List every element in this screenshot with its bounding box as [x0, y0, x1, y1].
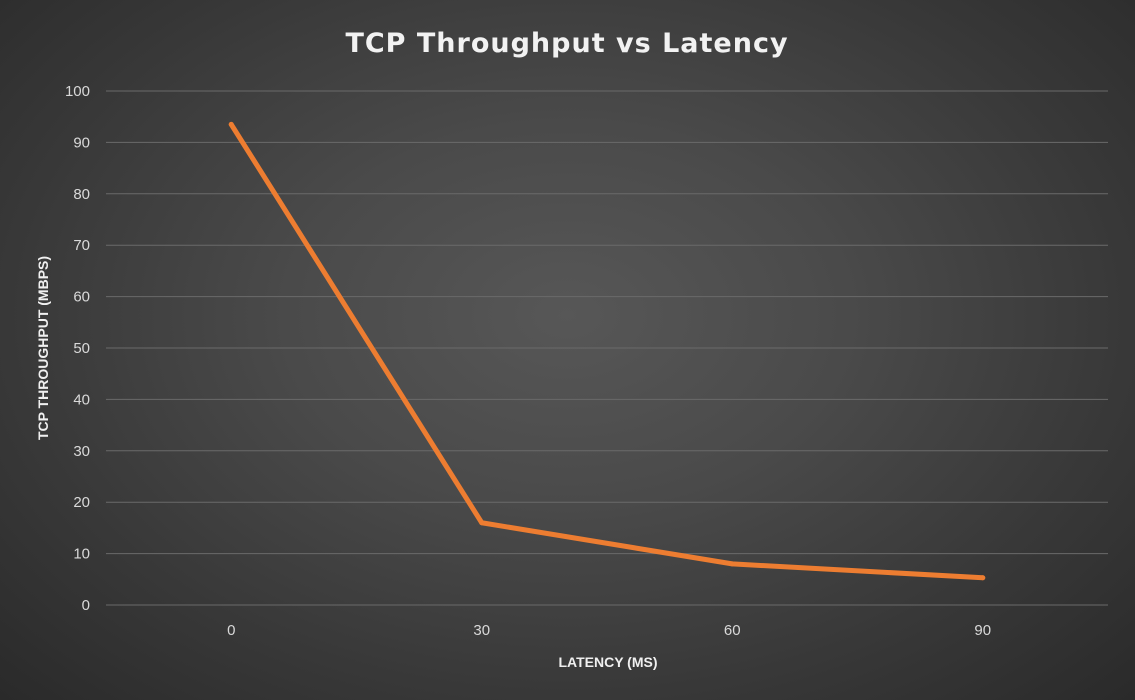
data-point [980, 575, 986, 581]
y-tick-label: 40 [73, 391, 90, 408]
x-tick-label: 30 [473, 622, 490, 639]
gridlines [106, 90, 1108, 606]
x-axis-label: LATENCY (MS) [558, 654, 657, 670]
data-point [729, 561, 735, 567]
series-line [228, 121, 986, 581]
y-tick-label: 10 [73, 546, 90, 563]
chart-title: TCP Throughput vs Latency [345, 28, 788, 59]
y-axis-label: TCP THROUGHPUT (MBPS) [35, 256, 51, 440]
x-tick-label: 90 [974, 622, 991, 639]
x-axis-ticks: 0 30 60 90 [227, 622, 991, 639]
y-tick-label: 60 [73, 289, 90, 306]
series-layer [228, 121, 986, 581]
y-tick-label: 20 [73, 494, 90, 511]
y-tick-label: 80 [73, 186, 90, 203]
y-axis-ticks: 0 10 20 30 40 50 60 70 80 90 100 [65, 83, 90, 614]
y-tick-label: 0 [82, 597, 90, 614]
y-tick-label: 70 [73, 237, 90, 254]
data-point [479, 520, 485, 526]
x-tick-label: 0 [227, 622, 235, 639]
x-tick-label: 60 [724, 622, 741, 639]
y-tick-label: 90 [73, 134, 90, 151]
y-tick-label: 100 [65, 83, 90, 100]
data-point [228, 121, 234, 127]
y-tick-label: 50 [73, 340, 90, 357]
y-tick-label: 30 [73, 443, 90, 460]
